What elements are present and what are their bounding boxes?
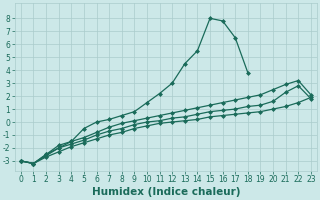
X-axis label: Humidex (Indice chaleur): Humidex (Indice chaleur) — [92, 187, 240, 197]
